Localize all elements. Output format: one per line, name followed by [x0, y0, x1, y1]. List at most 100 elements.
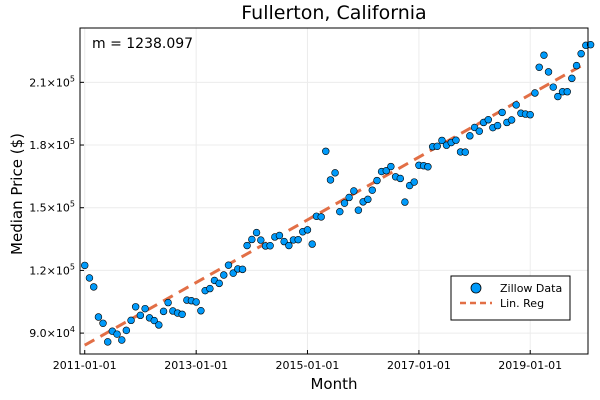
- data-point: [322, 147, 330, 155]
- data-point: [577, 50, 585, 58]
- data-point: [507, 116, 516, 124]
- data-point: [150, 316, 158, 325]
- data-point: [248, 235, 256, 244]
- data-point: [382, 167, 390, 175]
- data-point: [266, 242, 274, 250]
- plot-frame: [79, 27, 589, 355]
- data-point: [493, 121, 502, 130]
- data-point: [396, 174, 405, 183]
- y-axis-title: Median Price ($): [8, 133, 26, 255]
- data-point: [275, 231, 284, 240]
- data-point: [540, 51, 548, 59]
- data-point: [155, 321, 163, 329]
- data-point: [572, 61, 581, 70]
- data-point: [94, 313, 103, 321]
- legend-label-zillow: Zillow Data: [500, 282, 562, 295]
- data-point: [340, 199, 349, 207]
- data-point: [308, 240, 316, 248]
- data-point: [257, 236, 265, 244]
- data-point: [220, 271, 228, 279]
- data-point: [252, 228, 261, 237]
- data-point: [317, 213, 325, 221]
- data-point: [512, 101, 520, 109]
- data-point: [466, 132, 474, 140]
- y-tick-label: 1.8×105: [29, 137, 75, 152]
- data-point: [350, 187, 358, 195]
- legend-box: [450, 275, 571, 321]
- data-point: [336, 207, 344, 216]
- data-point: [554, 92, 562, 101]
- data-point: [498, 108, 506, 117]
- data-point: [364, 195, 372, 204]
- data-point: [178, 310, 186, 318]
- data-point: [568, 74, 576, 83]
- y-tick-label: 9.0×104: [29, 325, 75, 340]
- x-tick-label: 2015-01-01: [276, 359, 340, 372]
- data-point: [586, 41, 595, 49]
- data-point: [224, 261, 233, 269]
- data-point: [368, 186, 376, 194]
- data-point: [280, 237, 288, 246]
- data-point: [563, 88, 571, 96]
- y-tick-label: 1.5×105: [29, 200, 75, 215]
- data-point: [303, 226, 312, 234]
- data-point: [535, 63, 543, 71]
- legend: Zillow Data Lin. Reg: [450, 275, 571, 321]
- data-point: [544, 68, 553, 76]
- data-point: [433, 142, 441, 150]
- x-tick-label: 2019-01-01: [498, 359, 562, 372]
- data-point: [285, 241, 293, 250]
- data-point: [373, 176, 381, 185]
- data-point: [331, 169, 339, 177]
- regression-line: [83, 64, 582, 347]
- legend-marker-zillow: [470, 282, 482, 294]
- data-point: [410, 178, 418, 186]
- x-axis-ticks: 2011-01-01 2013-01-01 2015-01-01 2017-01-01…: [53, 350, 562, 372]
- data-point: [526, 111, 534, 119]
- data-point: [81, 261, 89, 270]
- x-tick-label: 2013-01-01: [164, 359, 228, 372]
- data-point: [401, 198, 409, 206]
- data-point: [85, 274, 94, 282]
- x-axis-title: Month: [310, 375, 357, 393]
- regression-line-series: [83, 64, 582, 347]
- data-point: [531, 89, 539, 97]
- data-point: [164, 298, 172, 307]
- y-axis-ticks: 9.0×104 1.2×105 1.5×105 1.8×105 2.1×105: [29, 74, 84, 340]
- y-tick-label: 2.1×105: [29, 74, 75, 89]
- data-point: [118, 336, 126, 344]
- data-point: [549, 83, 557, 91]
- data-point: [206, 284, 214, 293]
- data-point: [484, 116, 492, 124]
- scatter-series: [81, 41, 595, 346]
- data-point: [99, 319, 107, 327]
- y-tick-label: 1.2×105: [29, 262, 75, 277]
- data-point: [229, 269, 237, 277]
- data-point: [345, 193, 353, 202]
- data-point: [113, 330, 121, 338]
- data-point: [243, 241, 251, 250]
- data-point: [387, 162, 395, 171]
- data-point: [238, 265, 247, 274]
- data-point: [127, 316, 135, 325]
- data-point: [452, 136, 460, 144]
- data-point: [326, 176, 335, 184]
- x-tick-label: 2017-01-01: [387, 359, 451, 372]
- grid: [80, 28, 588, 354]
- data-point: [424, 163, 432, 171]
- data-point: [192, 298, 200, 306]
- data-point: [354, 206, 363, 214]
- data-point: [90, 283, 98, 291]
- data-point: [294, 235, 302, 244]
- data-point: [122, 326, 131, 335]
- legend-label-regression: Lin. Reg: [500, 297, 544, 310]
- data-point: [215, 279, 223, 288]
- x-tick-label: 2011-01-01: [53, 359, 117, 372]
- data-point: [104, 338, 112, 346]
- data-point: [136, 311, 145, 320]
- data-point: [461, 148, 469, 156]
- data-point: [159, 307, 168, 316]
- data-point: [131, 303, 140, 311]
